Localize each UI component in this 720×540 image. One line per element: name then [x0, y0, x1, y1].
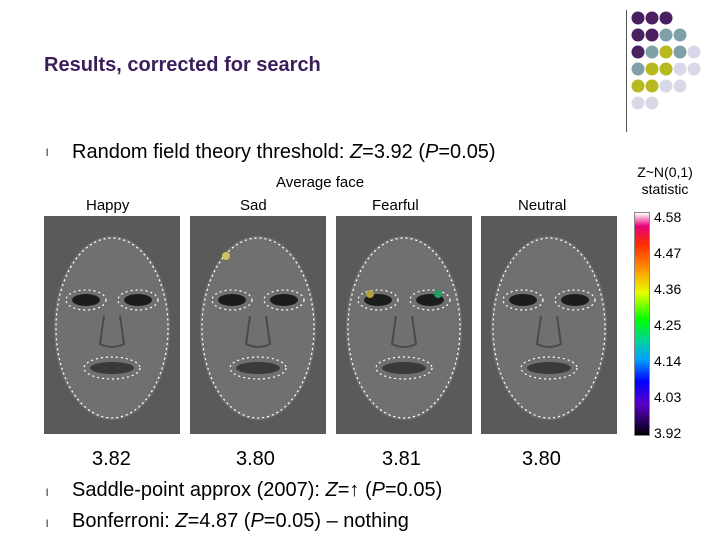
threshold-happy: 3.82 [92, 448, 131, 470]
decor-dot [687, 62, 701, 76]
left-eye [218, 294, 246, 306]
decor-dot [631, 96, 645, 110]
decor-dot [645, 79, 659, 93]
activation-blob [222, 252, 230, 260]
activation-outline [347, 237, 461, 419]
face-shape [54, 236, 170, 420]
bullet-saddle-point: Saddle-point approx (2007): Z=↑ (P=0.05) [72, 479, 443, 501]
decor-dot [631, 11, 645, 25]
colorbar-tick: 4.47 [654, 245, 682, 261]
activation-blob [366, 290, 374, 298]
bullet-marker: l [46, 488, 49, 499]
decor-dot [659, 62, 673, 76]
colorbar-title-line1: Z~N(0,1) [637, 164, 693, 180]
face-shape [491, 236, 607, 420]
bullet-marker: l [46, 148, 49, 159]
decor-dot [645, 45, 659, 59]
mouth-activation [229, 356, 287, 380]
face-label-sad: Sad [240, 197, 267, 214]
decor-dot [659, 45, 673, 59]
decor-dot [659, 28, 673, 42]
nose [98, 315, 126, 348]
right-eye [124, 294, 152, 306]
decor-dot [659, 79, 673, 93]
activation-blob [434, 290, 442, 298]
decor-dot [631, 79, 645, 93]
mouth-activation [83, 356, 141, 380]
decor-dot [673, 28, 687, 42]
colorbar-tick: 4.25 [654, 317, 682, 333]
colorbar-title: Z~N(0,1) statistic [620, 164, 710, 198]
slide-title: Results, corrected for search [44, 54, 321, 76]
decor-dot [659, 11, 673, 25]
decor-dot [687, 45, 701, 59]
colorbar-gradient [634, 212, 650, 436]
colorbar-tick: 3.92 [654, 425, 682, 441]
mouth [382, 362, 426, 374]
face-label-neutral: Neutral [518, 197, 567, 214]
face-image-fearful [336, 216, 472, 434]
mouth-activation [520, 356, 578, 380]
mouth [236, 362, 280, 374]
colorbar-tick: 4.14 [654, 353, 682, 369]
face-label-happy: Happy [86, 197, 130, 214]
eye-activation [263, 289, 305, 311]
colorbar-tick: 4.58 [654, 209, 682, 225]
nose [390, 315, 418, 348]
colorbar-title-line2: statistic [641, 181, 689, 197]
decor-dot [631, 62, 645, 76]
decor-dot [673, 62, 687, 76]
decor-dot [645, 28, 659, 42]
decorative-dot-grid [631, 11, 701, 110]
mouth-activation [375, 356, 433, 380]
decor-dot [631, 28, 645, 42]
threshold-fearful: 3.81 [382, 448, 421, 470]
left-eye [509, 294, 537, 306]
nose [244, 315, 272, 348]
eye-activation [502, 289, 544, 311]
face-image-happy [44, 216, 180, 434]
face-shape [200, 236, 316, 420]
right-eye [561, 294, 589, 306]
eye-activation [211, 289, 253, 311]
decor-dot [631, 45, 645, 59]
mouth [90, 362, 134, 374]
eye-activation [554, 289, 596, 311]
decor-dot [673, 79, 687, 93]
face-label-fearful: Fearful [372, 197, 419, 214]
eye-activation [65, 289, 107, 311]
decor-dot [645, 96, 659, 110]
decorative-divider [626, 10, 627, 132]
nose [535, 315, 563, 348]
face-image-sad [190, 216, 326, 434]
left-eye [72, 294, 100, 306]
threshold-sad: 3.80 [236, 448, 275, 470]
average-face-label: Average face [276, 174, 365, 191]
colorbar-tick: 4.03 [654, 389, 682, 405]
bullet-bonferroni: Bonferroni: Z=4.87 (P=0.05) – nothing [72, 510, 409, 532]
activation-outline [55, 237, 169, 419]
right-eye [270, 294, 298, 306]
decor-dot [645, 62, 659, 76]
face-image-neutral [481, 216, 617, 434]
decor-dot [673, 45, 687, 59]
decor-dot [645, 11, 659, 25]
bullet-rft-threshold: Random field theory threshold: Z=3.92 (P… [72, 141, 496, 163]
colorbar-tick: 4.36 [654, 281, 682, 297]
eye-activation [409, 289, 451, 311]
eye-activation [357, 289, 399, 311]
eye-activation [117, 289, 159, 311]
mouth [527, 362, 571, 374]
bullet-marker: l [46, 519, 49, 530]
activation-outline [201, 237, 315, 419]
threshold-neutral: 3.80 [522, 448, 561, 470]
face-shape [346, 236, 462, 420]
activation-outline [492, 237, 606, 419]
